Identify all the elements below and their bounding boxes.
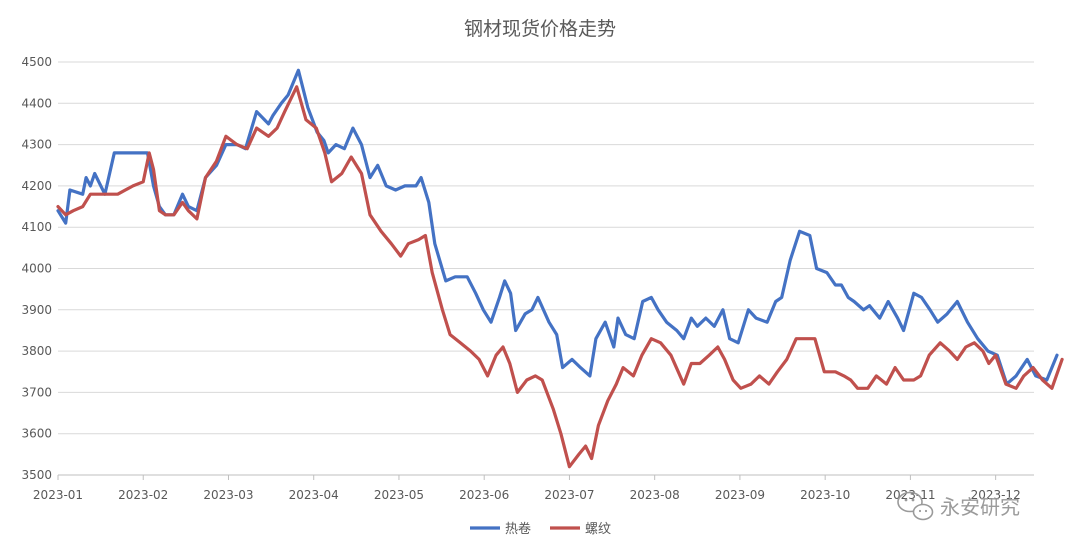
legend-label: 螺纹 [585,522,611,537]
x-tick-label: 2023-06 [459,488,509,502]
y-tick-label: 3800 [21,344,52,358]
x-tick-label: 2023-04 [289,488,339,502]
x-tick-label: 2023-02 [118,488,168,502]
y-tick-label: 3600 [21,427,52,441]
legend-label: 热卷 [505,521,531,537]
y-tick-label: 4100 [21,220,52,234]
series-line-hot-rolled-coil [56,68,1059,386]
watermark-text: 永安研究 [940,495,1020,519]
series-lines [56,68,1064,469]
y-tick-label: 4200 [21,179,52,193]
series-line-rebar [56,85,1064,469]
watermark: 永安研究 [897,491,1020,521]
x-tick-label: 2023-12 [971,488,1021,502]
y-tick-label: 4300 [21,138,52,152]
y-tick-label: 3900 [21,303,52,317]
x-tick-label: 2023-08 [630,488,680,502]
legend: 热卷 螺纹 [470,521,611,537]
y-tick-label: 4000 [21,262,52,276]
x-tick-label: 2023-05 [374,488,424,502]
x-axis-tick-labels: 2023-01 2023-02 2023-03 2023-04 2023-05 2023-… [33,475,1021,502]
x-tick-label: 2023-07 [544,488,594,502]
grid-lines [58,61,1034,476]
x-tick-label: 2023-01 [33,488,83,502]
y-axis-tick-labels: 3500 3600 3700 3800 3900 4000 4100 4200 4300 4400… [21,55,52,482]
x-tick-label: 2023-09 [715,488,765,502]
x-tick-label: 2023-03 [203,488,253,502]
y-tick-label: 4500 [21,55,52,69]
y-tick-label: 3700 [21,385,52,399]
wechat-icon [897,491,934,521]
x-tick-label: 2023-11 [885,488,935,502]
x-tick-label: 2023-10 [800,488,850,502]
y-tick-label: 4400 [21,96,52,110]
y-tick-label: 3500 [21,468,52,482]
chart-title: 钢材现货价格走势 [464,18,616,40]
